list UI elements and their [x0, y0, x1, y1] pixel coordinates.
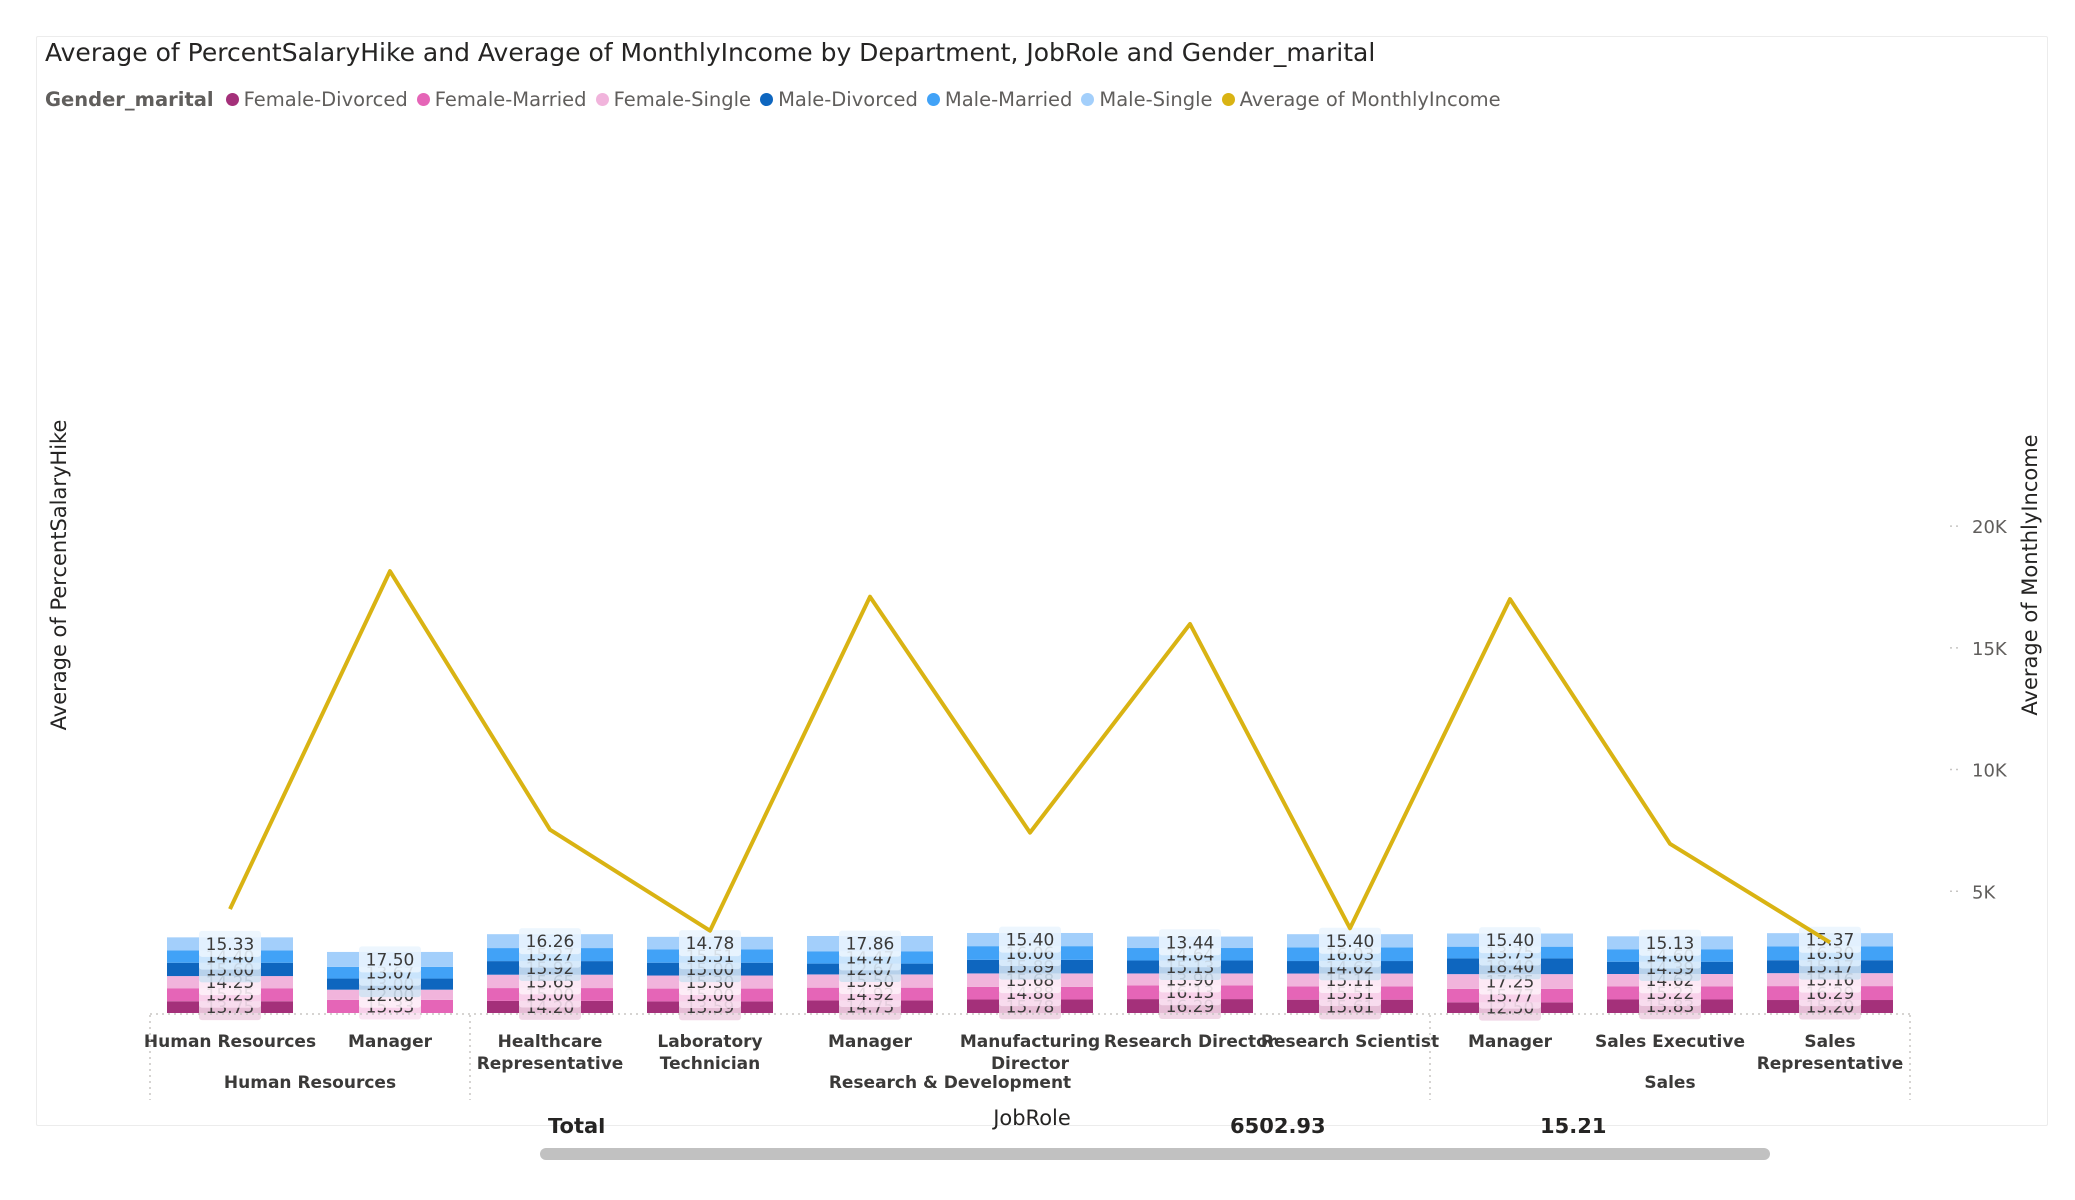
data-label: 15.40: [1326, 932, 1375, 952]
legend-item[interactable]: Female-Single: [595, 87, 752, 111]
data-label: 17.86: [846, 935, 895, 955]
legend-marker: [1081, 92, 1095, 106]
x-tick-label: Manufacturing Director: [960, 1032, 1100, 1074]
total-value-income: 6502.93: [1230, 1118, 1326, 1138]
chart-title: Average of PercentSalaryHike and Average…: [45, 38, 1376, 67]
data-label: 13.44: [1166, 933, 1215, 953]
data-label-bg: [199, 930, 261, 957]
total-value-hike: 15.21: [1540, 1118, 1607, 1138]
legend-item[interactable]: Female-Married: [416, 87, 587, 111]
legend-item[interactable]: Male-Single: [1081, 87, 1213, 111]
legend-label: Female-Single: [613, 87, 752, 111]
y2-axis-title: Average of MonthlyIncome: [2018, 434, 2042, 715]
x-tick-label: Laboratory Technician: [657, 1032, 762, 1074]
data-label: 15.40: [1006, 931, 1055, 951]
data-label: 17.50: [366, 950, 415, 970]
data-label-bg: [1319, 927, 1381, 954]
x-tick-label: Manager: [348, 1032, 433, 1052]
income-line: [228, 569, 1832, 945]
legend-label: Female-Divorced: [243, 87, 408, 111]
y2-tick-label: 15K: [1972, 639, 2008, 660]
x-group-label: Human Resources: [224, 1073, 396, 1093]
y2-tick-label: 5K: [1972, 882, 1996, 903]
x-group-label: Research & Development: [829, 1073, 1071, 1093]
legend-item[interactable]: Female-Divorced: [225, 87, 408, 111]
legend-item[interactable]: Male-Married: [926, 87, 1073, 111]
data-label-bg: [359, 946, 421, 973]
legend-marker: [416, 92, 430, 106]
legend-marker: [926, 92, 940, 106]
visual-container: [36, 36, 2048, 1126]
legend-label: Male-Single: [1099, 87, 1213, 111]
x-tick-label: Sales Executive: [1595, 1032, 1745, 1052]
x-tick-label: Research Scientist: [1261, 1032, 1439, 1052]
x-tick-label: Research Director: [1104, 1032, 1277, 1052]
data-label: 14.78: [686, 934, 735, 954]
x-tick-label: Manager: [828, 1032, 913, 1052]
data-label-bg: [999, 926, 1061, 953]
legend: Gender_marital Female-Divorced Female-Mar…: [45, 87, 1510, 111]
data-label: 15.33: [206, 935, 255, 955]
data-label-bg: [1639, 929, 1701, 956]
legend-label: Male-Divorced: [778, 87, 918, 111]
legend-label: Average of MonthlyIncome: [1239, 87, 1501, 111]
data-label-bg: [1159, 929, 1221, 956]
total-label: Total: [548, 1118, 606, 1138]
legend-marker: [1221, 92, 1235, 106]
data-label: 16.26: [526, 932, 575, 952]
data-label: 15.13: [1646, 934, 1695, 954]
legend-item[interactable]: Average of MonthlyIncome: [1221, 87, 1501, 111]
x-tick-label: Sales Representative: [1757, 1032, 1904, 1074]
data-label-bg: [839, 930, 901, 957]
x-tick-label: Healthcare Representative: [477, 1032, 624, 1074]
legend-title: Gender_marital: [45, 87, 214, 111]
x-tick-label: Manager: [1468, 1032, 1553, 1052]
legend-marker: [760, 92, 774, 106]
legend-marker: [225, 92, 239, 106]
x-group-label: Sales: [1644, 1073, 1695, 1093]
data-label-bg: [519, 928, 581, 955]
data-label-bg: [679, 930, 741, 957]
data-label: 15.40: [1486, 931, 1535, 951]
horizontal-scrollbar[interactable]: [540, 1148, 1770, 1160]
x-tick-label: Human Resources: [144, 1032, 316, 1052]
legend-item[interactable]: Male-Divorced: [760, 88, 918, 111]
data-label-bg: [1479, 927, 1541, 954]
y2-tick-label: 20K: [1972, 517, 2008, 538]
x-axis-title: JobRole: [991, 1106, 1071, 1130]
legend-label: Female-Married: [434, 87, 587, 111]
y-axis-title: Average of PercentSalaryHike: [47, 420, 71, 731]
y2-tick-label: 10K: [1972, 761, 2008, 782]
legend-label: Male-Married: [944, 87, 1073, 111]
legend-marker: [595, 92, 609, 106]
